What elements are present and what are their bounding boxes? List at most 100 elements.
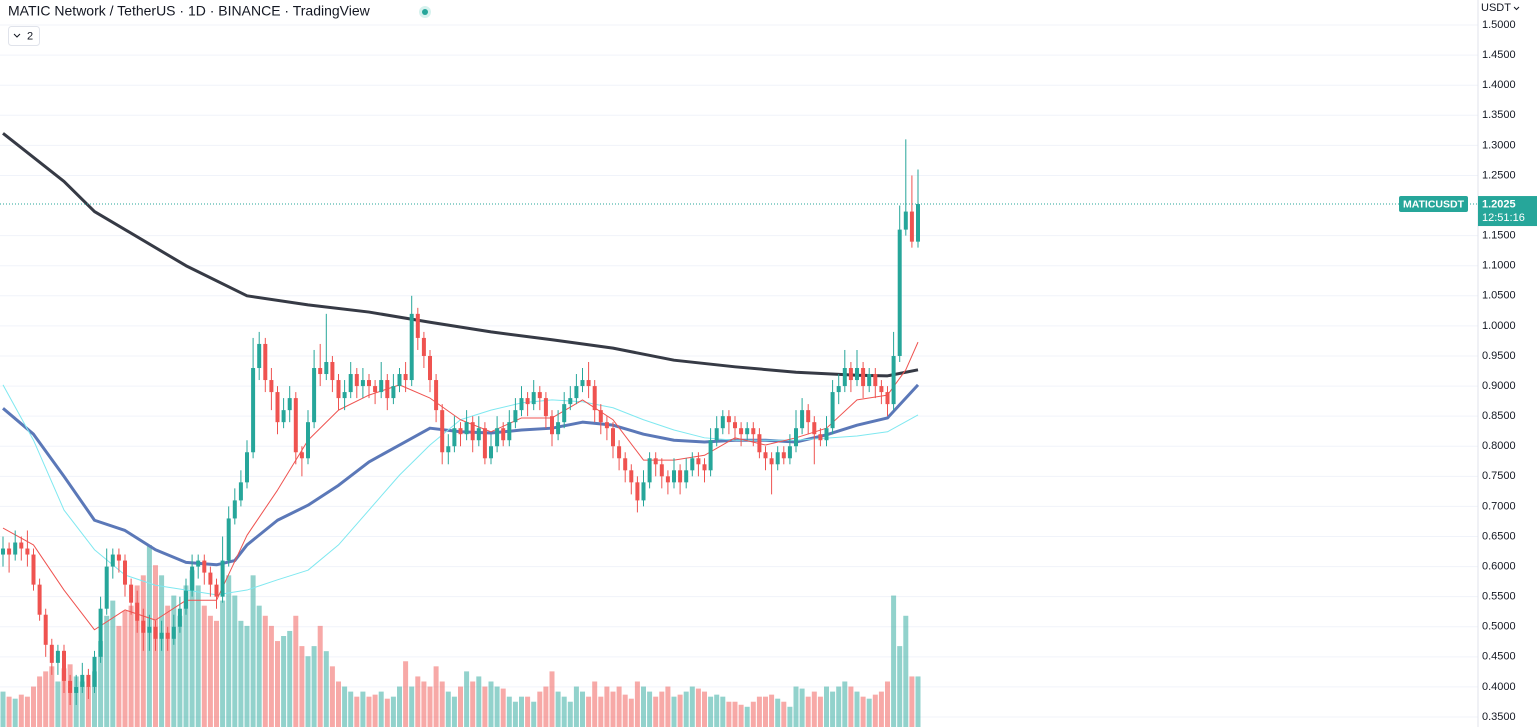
volume-bar [525, 696, 531, 727]
candle-body [598, 410, 603, 423]
volume-bar [329, 666, 335, 727]
volume-bar [634, 681, 640, 727]
candle-body [74, 686, 79, 693]
candle-body [263, 343, 268, 381]
candle-body [867, 374, 872, 387]
y-tick-label: 0.5000 [1482, 621, 1516, 633]
volume-bar [195, 585, 201, 727]
candle-body [104, 566, 109, 609]
candle-body [385, 380, 390, 399]
candle-body [360, 380, 365, 387]
candle-body [434, 380, 439, 411]
volume-bar [750, 701, 756, 727]
volume-bar [775, 698, 781, 727]
candle-body [153, 626, 158, 639]
volume-bar [55, 681, 61, 727]
volume-bar [683, 691, 689, 727]
candle-body [312, 368, 317, 423]
candle-body [903, 211, 908, 230]
volume-bar [616, 686, 622, 727]
chevron [1513, 6, 1520, 11]
moving-average [2, 341, 919, 631]
volume-bar [275, 641, 280, 727]
y-tick-label: 1.1000 [1482, 260, 1516, 272]
volume-bar [653, 696, 659, 727]
candle-body [684, 470, 689, 483]
volume-bar [671, 696, 677, 727]
volume-bar [85, 686, 91, 727]
candle-body [409, 313, 414, 381]
volume-bar [433, 666, 439, 727]
candle-body [672, 470, 676, 483]
volume-bar [695, 688, 701, 727]
y-tick-label: 0.5500 [1482, 591, 1516, 603]
candle-body [226, 518, 231, 561]
candle-body [623, 458, 628, 471]
volume-bar [580, 691, 585, 727]
volume-bar [49, 666, 55, 727]
candle-body [507, 422, 512, 441]
volume-bar [18, 694, 24, 727]
candle-body [397, 374, 402, 387]
y-tick-label: 1.0500 [1482, 290, 1516, 302]
y-tick-label: 0.7000 [1482, 500, 1516, 512]
candle-body [373, 386, 378, 393]
y-tick-label: 0.3500 [1482, 711, 1516, 723]
volume-bar [817, 696, 823, 727]
candle-body [202, 560, 207, 573]
candle-body [379, 380, 384, 393]
candle-body [190, 566, 195, 591]
volume-bar [842, 681, 848, 727]
candle-body [440, 410, 445, 453]
volume-bar [31, 686, 36, 727]
candle-body [525, 398, 530, 405]
candle-body [659, 464, 664, 477]
volume-bar [738, 704, 744, 727]
candle-body [647, 458, 652, 483]
candle-body [848, 368, 853, 381]
volume-bar [549, 671, 555, 727]
candle-body [702, 464, 707, 471]
candle-body [275, 392, 280, 423]
candle-body [415, 313, 420, 338]
volume-bar [555, 691, 561, 727]
candle-body [135, 602, 140, 621]
volume-bar [24, 696, 30, 727]
indicator-toggle[interactable] [8, 26, 40, 46]
volume-bar [281, 636, 287, 727]
candle-body [98, 608, 103, 657]
volume-bar [763, 696, 768, 727]
y-tick-label: 1.5000 [1482, 19, 1516, 31]
volume-bar [189, 570, 195, 727]
volume-bar [805, 696, 811, 727]
volume-bar [79, 681, 85, 727]
chart-title: MATIC Network / TetherUS · 1D · BINANCE … [8, 3, 371, 19]
volume-bar [848, 686, 854, 727]
candle-body [159, 632, 164, 639]
candle-body [251, 368, 256, 453]
volume-bar [98, 641, 104, 727]
volume-bar [207, 615, 213, 727]
candle-body [751, 428, 756, 435]
candle-body [495, 428, 500, 447]
currency[interactable]: USDT [1481, 2, 1511, 14]
candle-body [318, 368, 323, 375]
candle-body [446, 446, 451, 453]
volume-bar [366, 696, 372, 727]
candle-body [543, 398, 548, 417]
candle-body [110, 554, 115, 567]
volume-bar [500, 688, 506, 727]
candle-body [586, 380, 591, 387]
candle-body [830, 392, 835, 429]
candle-body [891, 355, 896, 405]
candle-body [781, 452, 786, 459]
candle-body [68, 680, 73, 693]
volume-bar [201, 605, 207, 727]
candle-body [562, 404, 567, 423]
volume-bar [342, 686, 348, 727]
candle-body [861, 368, 866, 387]
volume-bar [744, 706, 750, 727]
candle-body [787, 446, 792, 459]
candle-body [665, 476, 670, 483]
countdown: 12:51:16 [1482, 212, 1525, 224]
